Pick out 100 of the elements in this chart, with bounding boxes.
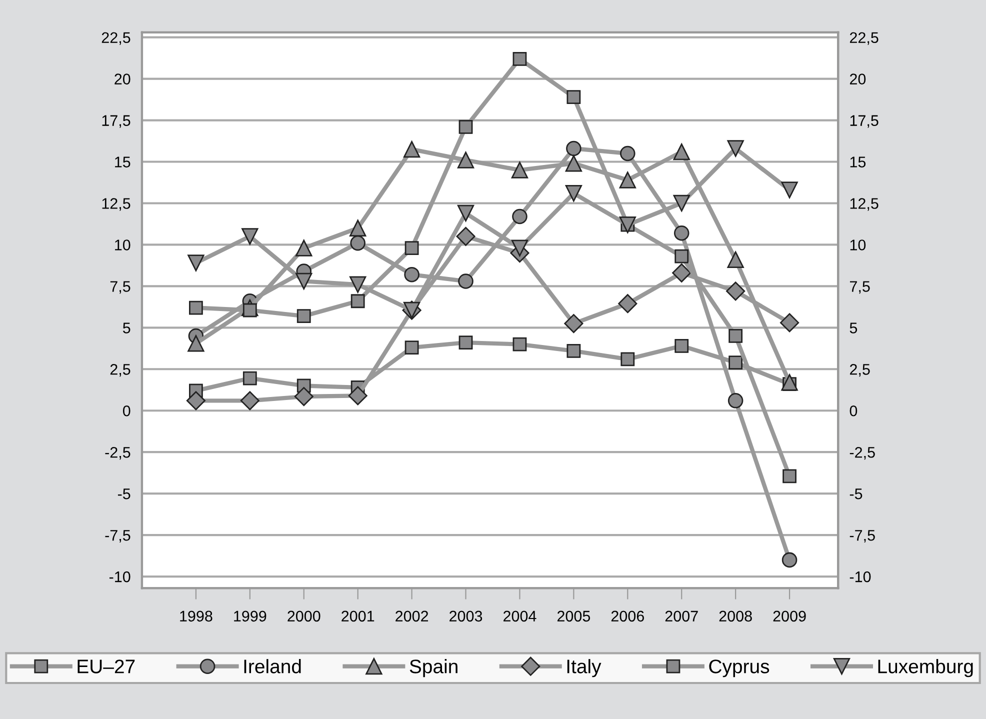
y2-tick-label: -10 [850,571,871,582]
y-tick-label: -5 [118,488,130,500]
point [781,182,798,198]
y-tick-label: -10 [109,571,130,582]
x-tick-label: 2007 [665,610,698,622]
legend-label: Spain [410,659,458,678]
y-tick-label: 10 [115,240,130,250]
y2-tick-label: 15 [850,156,866,168]
y2-tick-label: 10 [850,240,866,250]
point [512,208,528,224]
point [782,469,796,484]
x-tick-label: 1998 [180,610,212,622]
y2-tick-label: 2,5 [850,364,870,377]
point [728,356,743,370]
y-tick-label: 7,5 [110,281,130,294]
point [456,226,476,246]
point [350,276,366,293]
y-tick-label: 5 [122,322,130,334]
x-tick-label: 2008 [719,610,752,622]
point [673,143,690,160]
y2-tick-label: 0 [850,405,858,416]
point [726,282,746,301]
point [619,172,636,188]
x-tick-label: 2003 [450,610,482,622]
point [403,140,420,158]
point [565,184,582,202]
y-tick-label: -2,5 [105,446,130,460]
point [511,162,528,178]
legend-label: Luxemburg [878,659,973,678]
point [566,140,582,156]
point [296,309,311,323]
point [240,391,260,410]
y2-tick-label: 22,5 [850,32,878,45]
y2-tick-label: -5 [850,488,862,500]
x-tick-label: 2009 [773,610,806,622]
point [296,272,312,290]
point [727,140,744,157]
x-tick-label: 2000 [288,610,320,622]
x-tick-label: 2005 [557,610,590,622]
point [565,155,582,172]
point [348,386,368,406]
legend-label: Cyprus [709,660,770,678]
point [728,329,743,343]
point [350,220,366,236]
point [294,386,314,406]
point [727,251,744,268]
point [566,344,581,358]
point [458,274,474,289]
y-tick-label: 22,5 [102,32,130,45]
point [404,340,419,355]
point [672,263,692,282]
point [728,393,744,408]
point [512,337,527,352]
point [620,146,636,162]
point [404,266,420,282]
x-tick-label: 2004 [504,610,536,622]
point [564,314,584,334]
legend-label: Ireland [244,659,301,674]
point [618,294,638,314]
legend-label: Italy [567,659,602,678]
y-tick-label: -7,5 [105,530,130,543]
y2-tick-label: -7,5 [850,530,875,543]
point [566,90,581,104]
point [404,241,419,255]
point [350,235,366,251]
point [674,225,690,241]
y2-tick-label: 17,5 [850,115,878,128]
y-tick-label: 12,5 [102,198,130,211]
point [620,352,635,366]
point [674,249,689,264]
point [512,52,527,66]
point [242,371,257,386]
point [781,374,798,391]
point [458,336,473,350]
point [186,391,206,410]
point [457,152,474,168]
y2-tick-label: 12,5 [850,198,878,211]
point [242,228,258,245]
point [350,294,365,308]
point [188,254,204,272]
point [458,120,473,134]
point [780,313,800,332]
y-tick-label: 15 [115,156,130,168]
legend-label: EU–27 [78,660,135,674]
y-tick-label: 17,5 [102,115,130,128]
y-tick-label: 20 [114,74,130,84]
y2-tick-label: -2,5 [850,446,875,460]
point [457,204,474,222]
point [189,300,203,315]
x-tick-label: 2006 [611,610,644,622]
point [188,335,204,352]
y2-tick-label: 5 [850,322,858,334]
point [673,194,690,212]
x-tick-label: 2002 [396,610,428,622]
y-tick-label: 2,5 [110,364,130,377]
y2-tick-label: 7,5 [850,281,870,294]
point [674,338,689,353]
point [782,552,798,568]
x-tick-label: 2001 [342,610,374,622]
y-tick-label: 0 [122,405,130,416]
